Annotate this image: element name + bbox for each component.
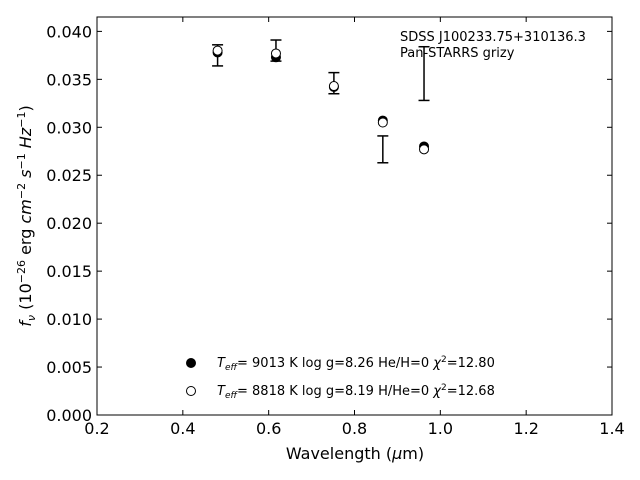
error-bar	[377, 135, 389, 164]
x-tick-label: 0.8	[342, 419, 367, 438]
model-point-open	[377, 117, 388, 128]
legend-label-model-2: Teff= 8818 K log g=8.19 H/He=0 χ2=12.68	[217, 383, 495, 401]
legend: Teff= 9013 K log g=8.26 He/H=0 χ2=12.80 …	[186, 355, 495, 401]
model-point-open	[419, 144, 430, 155]
y-axis: 0.000 0.005 0.010 0.015 0.020 0.025 0.030 0.035…	[46, 22, 612, 425]
error-bar	[418, 45, 430, 102]
y-tick-label: 0.040	[46, 22, 92, 41]
legend-marker-open	[186, 386, 196, 396]
y-tick-label: 0.010	[46, 310, 92, 329]
x-tick-label: 0.6	[256, 419, 281, 438]
y-tick-label: 0.030	[46, 118, 92, 137]
y-tick-label: 0.020	[46, 214, 92, 233]
chart-annotation-line-1: SDSS J100233.75+310136.3	[400, 30, 586, 45]
y-tick-label: 0.025	[46, 166, 92, 185]
chart-annotation-line-2: Pan-STARRS grizy	[400, 46, 515, 61]
y-tick-label: 0.005	[46, 358, 92, 377]
x-tick-label: 1.0	[428, 419, 453, 438]
x-tick-label: 1.2	[513, 419, 538, 438]
model-point-open	[212, 45, 223, 56]
plot-area	[96, 16, 613, 416]
legend-marker-filled	[186, 358, 196, 368]
x-axis: 0.2 0.4 0.6 0.8 1.0 1.2 1.4	[84, 17, 625, 438]
model-point-open	[270, 48, 281, 59]
y-tick-label: 0.000	[46, 406, 92, 425]
x-tick-label: 1.4	[599, 419, 624, 438]
model-point-open	[328, 81, 339, 92]
x-tick-label: 0.2	[84, 419, 109, 438]
legend-label-model-1: Teff= 9013 K log g=8.26 He/H=0 χ2=12.80	[217, 355, 495, 373]
x-tick-label: 0.4	[170, 419, 195, 438]
y-axis-label: fν (10−26 erg cm−2 s−1 Hz−1)	[15, 105, 38, 326]
y-tick-label: 0.015	[46, 262, 92, 281]
data-marks	[212, 39, 430, 164]
y-tick-label: 0.035	[46, 70, 92, 89]
x-axis-label: Wavelength (μm)	[286, 444, 424, 463]
